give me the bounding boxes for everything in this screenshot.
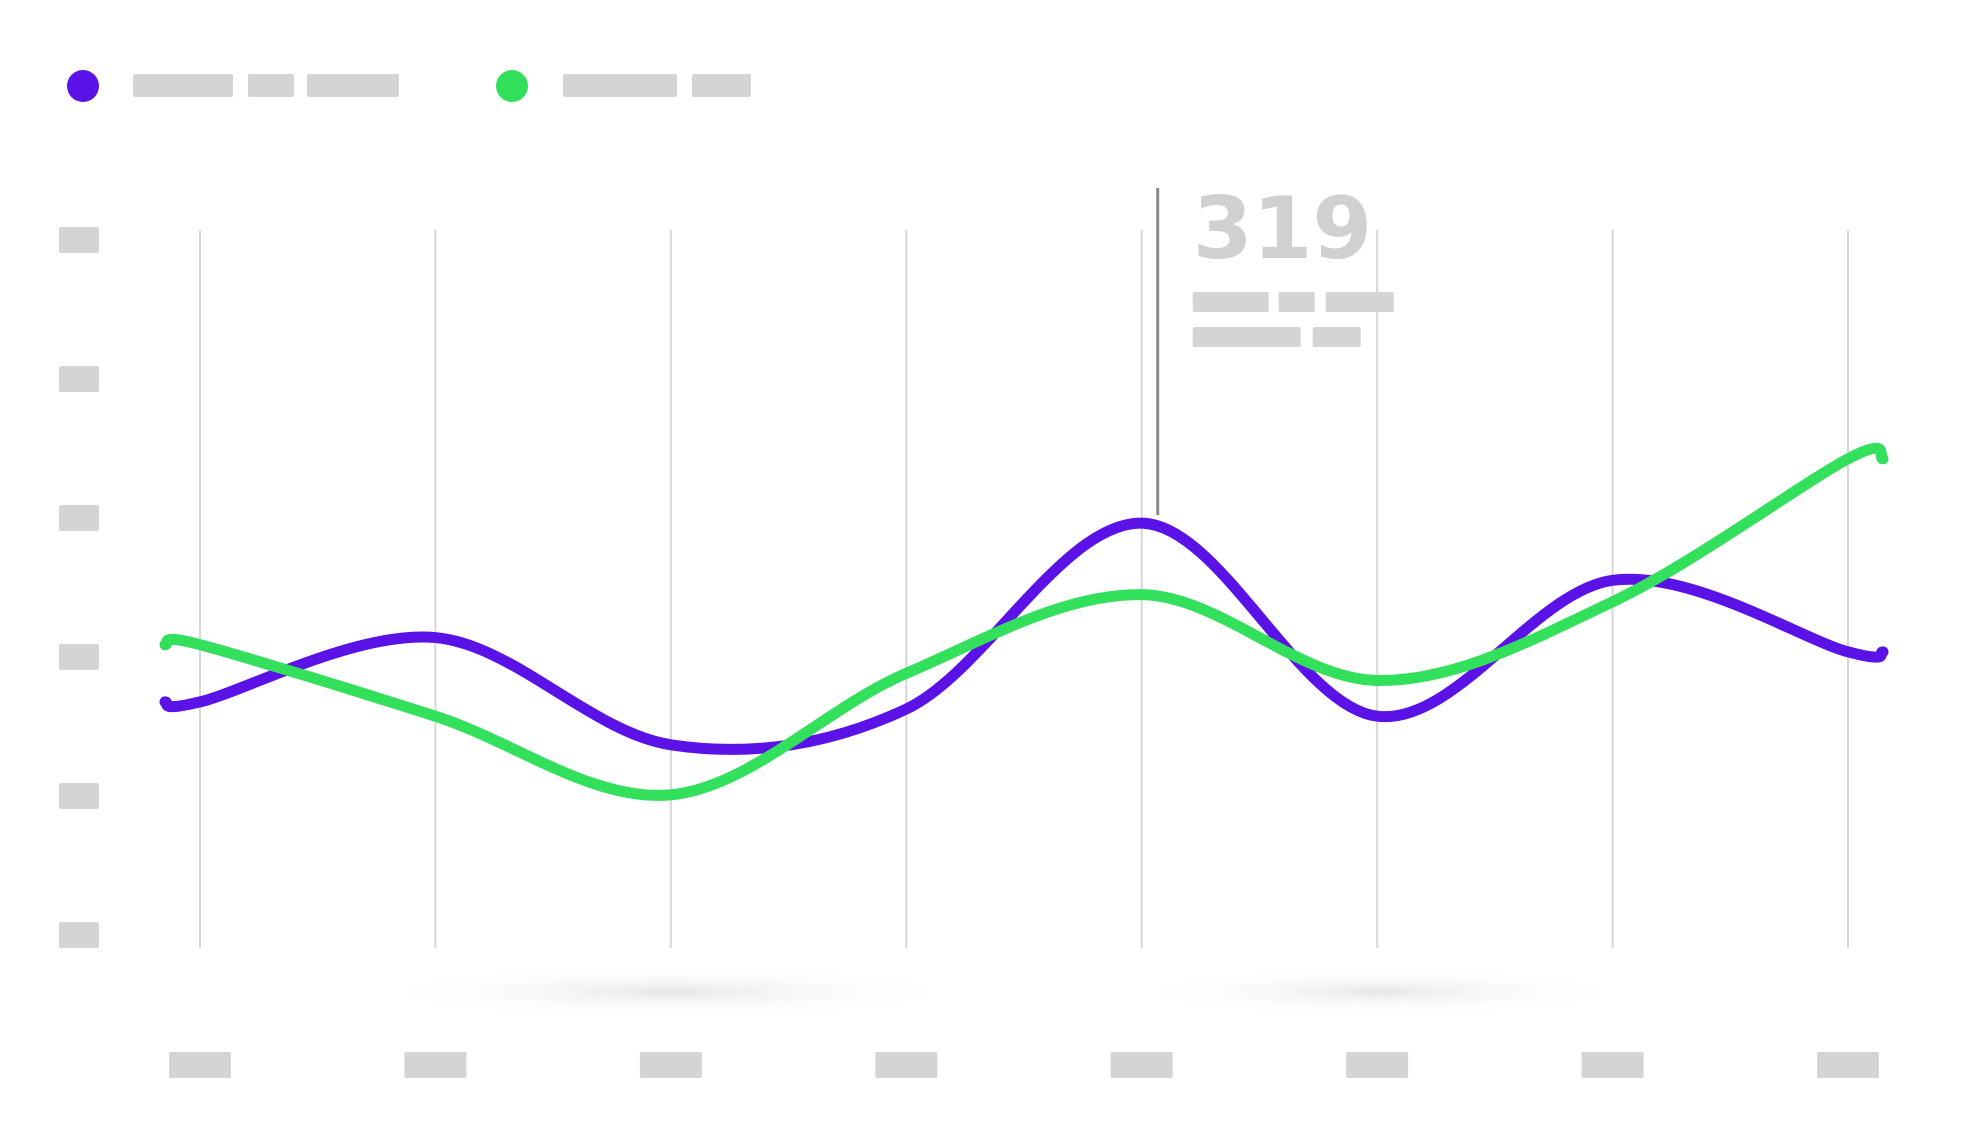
legend-label-placeholder-1-2 <box>248 74 294 97</box>
x-tick-label-2 <box>404 1052 467 1078</box>
vertical-grid <box>199 230 1849 948</box>
x-tick-label-1 <box>169 1052 231 1078</box>
legend-label-placeholder-1-1 <box>133 74 233 97</box>
series-line-2 <box>159 442 1889 801</box>
callout-caption-placeholder-1-3 <box>1325 292 1394 312</box>
value-callout: 319 <box>1156 179 1394 516</box>
callout-caption-placeholder-2-1 <box>1192 327 1301 347</box>
x-tick-label-4 <box>875 1052 938 1078</box>
y-tick-label-2 <box>59 366 99 392</box>
legend-dot-series-1 <box>67 70 99 102</box>
y-axis-ticks <box>59 227 99 948</box>
y-tick-label-3 <box>59 505 99 531</box>
x-tick-label-5 <box>1110 1052 1173 1078</box>
shadow-left <box>370 966 970 1018</box>
shadow-right <box>1130 968 1630 1016</box>
y-tick-label-4 <box>59 644 99 670</box>
chart-shadows <box>370 966 1630 1018</box>
y-tick-label-1 <box>59 227 99 253</box>
y-tick-label-6 <box>59 922 99 948</box>
callout-caption-placeholder-1-2 <box>1278 292 1315 312</box>
x-tick-label-8 <box>1817 1052 1879 1078</box>
x-tick-label-3 <box>639 1052 702 1078</box>
x-axis-ticks <box>169 1052 1879 1078</box>
series-lines <box>159 442 1889 801</box>
legend <box>67 70 751 102</box>
callout-caption-placeholder-1-1 <box>1192 292 1269 312</box>
legend-label-placeholder-2-2 <box>692 74 751 97</box>
y-tick-label-5 <box>59 783 99 809</box>
legend-label-placeholder-1-3 <box>307 74 399 97</box>
callout-caption-placeholder-2-2 <box>1312 327 1361 347</box>
x-tick-label-7 <box>1581 1052 1644 1078</box>
callout-value: 319 <box>1193 179 1373 279</box>
legend-label-placeholder-2-1 <box>563 74 677 97</box>
legend-dot-series-2 <box>496 70 528 102</box>
x-tick-label-6 <box>1346 1052 1409 1078</box>
callout-caption <box>1192 292 1394 347</box>
